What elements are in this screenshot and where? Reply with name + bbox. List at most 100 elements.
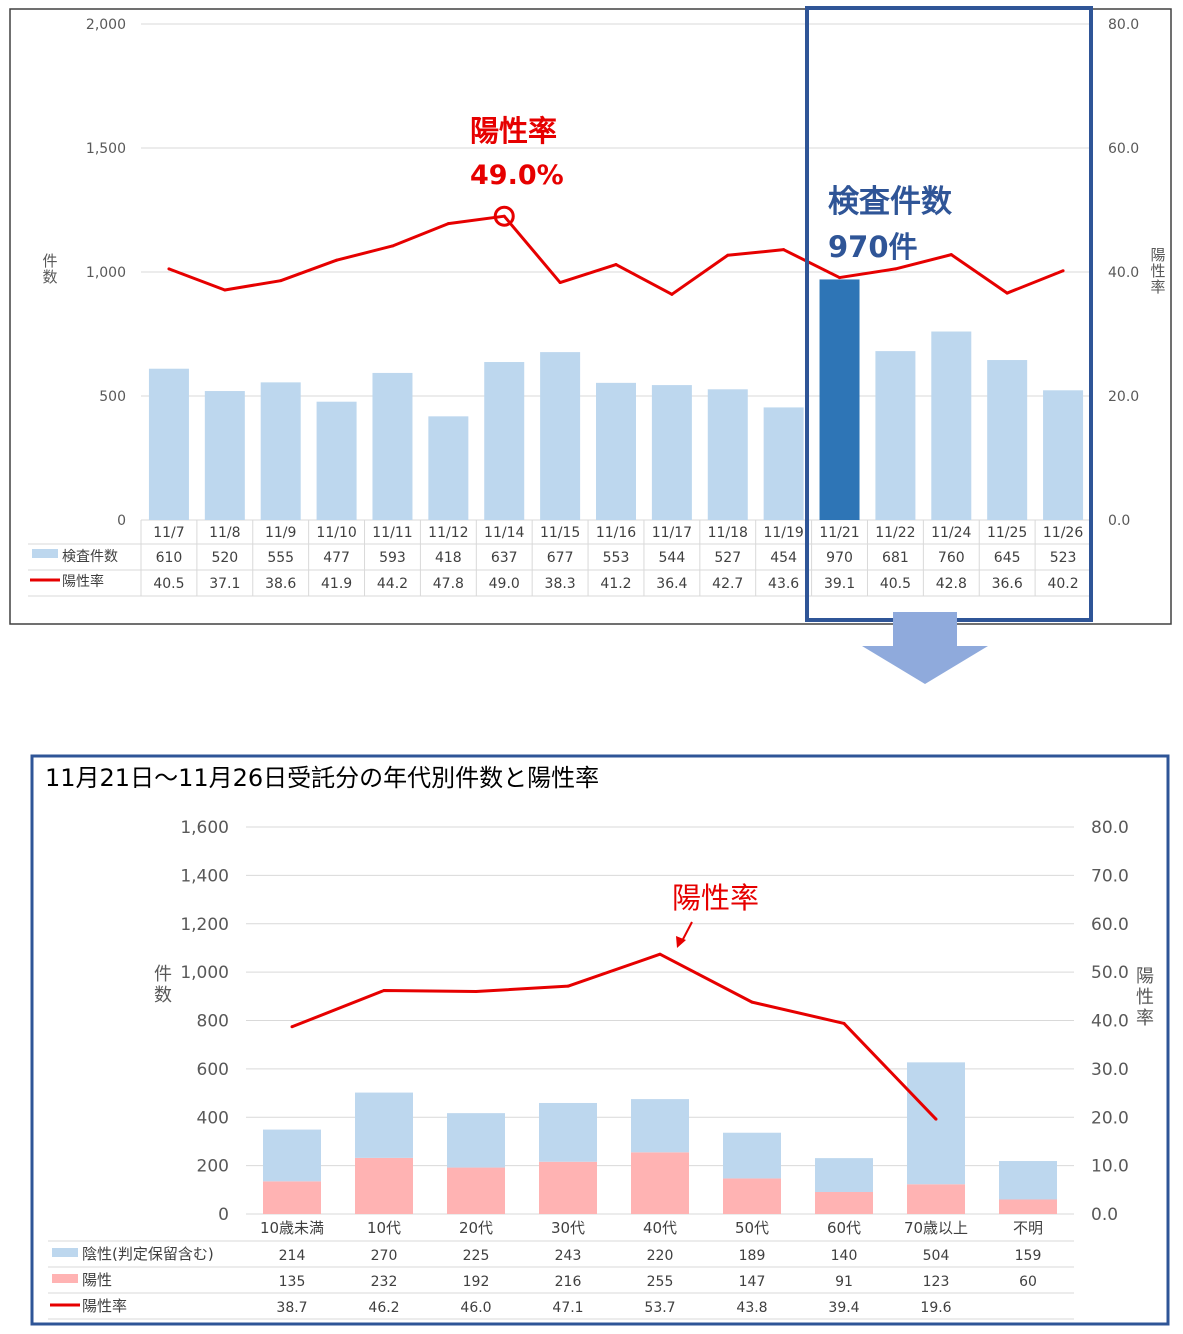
table-cell-rate: 36.6 [992, 576, 1023, 592]
bottom-chart-frame [30, 754, 1170, 1326]
legend-label-bar: 検査件数 [62, 549, 118, 565]
y-left-tick-label: 400 [197, 1108, 229, 1128]
table-cell-count: 637 [491, 550, 518, 566]
category-label: 11/19 [763, 525, 803, 541]
table-cell-count: 520 [211, 550, 238, 566]
category-label: 70歳以上 [904, 1219, 968, 1237]
line-point [382, 989, 386, 993]
line-point [502, 214, 506, 218]
category-label: 11/24 [931, 525, 971, 541]
table-cell-negative: 504 [923, 1248, 950, 1264]
category-label: 11/21 [819, 525, 859, 541]
y-right-tick-label: 80.0 [1108, 17, 1139, 33]
table-cell-count: 553 [603, 550, 630, 566]
y-left-axis-label-char: 数 [154, 985, 172, 1006]
y-left-axis-label-char: 件 [154, 964, 172, 985]
bar-positive [815, 1191, 873, 1214]
y-right-tick-label: 80.0 [1091, 818, 1129, 838]
line-point [167, 267, 171, 271]
line-point [842, 1021, 846, 1025]
table-cell-positive: 91 [835, 1274, 853, 1290]
table-cell-negative: 140 [831, 1248, 858, 1264]
line-point [279, 279, 283, 283]
table-cell-count: 523 [1050, 550, 1077, 566]
table-cell-count: 555 [267, 550, 294, 566]
table-cell-rate: 37.1 [209, 576, 240, 592]
y-right-axis-label-char: 陽 [1150, 246, 1165, 264]
bar-negative [907, 1062, 965, 1185]
legend-key-negative [52, 1248, 78, 1257]
table-cell-negative: 159 [1015, 1248, 1042, 1264]
table-cell-negative: 270 [371, 1248, 398, 1264]
table-cell-rate: 38.3 [545, 576, 576, 592]
table-cell-count: 477 [323, 550, 350, 566]
legend-label-line: 陽性率 [62, 573, 104, 590]
y-right-tick-label: 40.0 [1091, 1012, 1129, 1032]
category-label: 11/10 [316, 525, 356, 541]
table-cell-rate: 43.6 [768, 576, 799, 592]
table-cell-rate: 40.5 [880, 576, 911, 592]
top-chart: 2,000 1,500 1,000 500 0 80.0 60.0 40.0 20.0 0.0 件数… [28, 17, 1166, 597]
y-left-tick-label: 800 [197, 1012, 229, 1032]
category-label: 30代 [551, 1219, 585, 1237]
table-cell-count: 544 [659, 550, 686, 566]
bar-negative [631, 1099, 689, 1153]
table-cell-positive: 123 [923, 1274, 950, 1290]
bar [372, 372, 413, 520]
category-label: 50代 [735, 1219, 769, 1237]
table-cell-rate: 39.1 [824, 576, 855, 592]
category-label: 20代 [459, 1219, 493, 1237]
table-cell-positive: 147 [739, 1274, 766, 1290]
line-point [750, 1000, 754, 1004]
table-cell-rate: 39.4 [828, 1300, 859, 1316]
top-chart-frame [9, 8, 1172, 625]
line-point [838, 276, 842, 280]
table-cell-rate: 42.7 [712, 576, 743, 592]
table-cell-count: 681 [882, 550, 909, 566]
y-left-tick-label: 1,200 [180, 915, 229, 935]
table-cell-count: 645 [994, 550, 1021, 566]
line-point [949, 253, 953, 257]
y-right-tick-label: 20.0 [1108, 389, 1139, 405]
table-cell-rate: 19.6 [920, 1300, 951, 1316]
bar [204, 391, 245, 520]
line-point [558, 281, 562, 285]
y-right-tick-label: 60.0 [1091, 915, 1129, 935]
bar-negative [815, 1158, 873, 1192]
bar [260, 382, 301, 520]
line-point [566, 984, 570, 988]
line-point [670, 292, 674, 296]
bar [763, 407, 804, 520]
y-left-tick-label: 1,600 [180, 818, 229, 838]
table-cell-count: 760 [938, 550, 965, 566]
legend-label-negative: 陰性(判定保留含む) [82, 1245, 214, 1263]
legend-label-positive: 陽性 [82, 1271, 112, 1289]
line-point [1061, 269, 1065, 273]
line-point [446, 222, 450, 226]
bar [540, 352, 581, 520]
y-right-tick-label: 50.0 [1091, 963, 1129, 983]
bar-negative [447, 1113, 505, 1168]
bar-negative [263, 1129, 321, 1182]
table-cell-count: 593 [379, 550, 406, 566]
bar-negative [723, 1132, 781, 1179]
bar [931, 331, 972, 520]
table-cell-negative: 220 [647, 1248, 674, 1264]
table-cell-positive: 255 [647, 1274, 674, 1290]
y-right-tick-label: 10.0 [1091, 1157, 1129, 1177]
table-cell-rate: 38.6 [265, 576, 296, 592]
line-point [614, 263, 618, 267]
table-cell-rate: 36.4 [656, 576, 687, 592]
table-cell-negative: 214 [279, 1248, 306, 1264]
bar-positive [999, 1199, 1057, 1214]
y-left-tick-label: 1,500 [86, 141, 126, 157]
bar-positive [723, 1178, 781, 1214]
bar [1043, 390, 1084, 520]
category-label: 11/25 [987, 525, 1027, 541]
legend-key-bar [32, 549, 58, 558]
bar [875, 351, 916, 520]
y-right-axis-label-char: 率 [1150, 278, 1165, 296]
category-label: 11/17 [652, 525, 692, 541]
y-left-tick-label: 1,400 [180, 866, 229, 886]
